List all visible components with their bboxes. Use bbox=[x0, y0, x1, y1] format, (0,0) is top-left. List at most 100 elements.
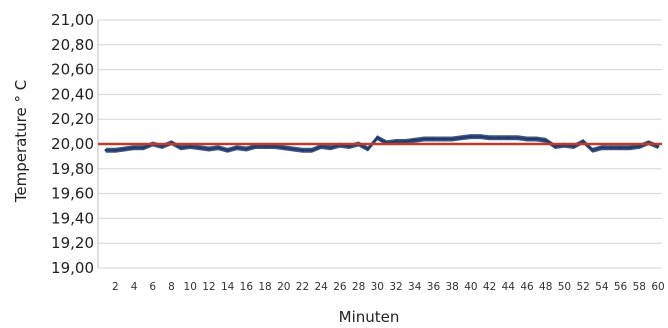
x-tick-label: 36 bbox=[427, 281, 441, 293]
x-tick-label: 2 bbox=[112, 281, 119, 293]
data-point bbox=[497, 136, 501, 140]
x-tick-label: 10 bbox=[184, 281, 197, 293]
data-point bbox=[591, 148, 594, 152]
data-point bbox=[394, 140, 398, 143]
data-point bbox=[572, 145, 576, 148]
x-tick-label: 6 bbox=[149, 281, 156, 293]
x-tick-label: 30 bbox=[371, 281, 384, 293]
data-point bbox=[553, 145, 557, 148]
x-tick-label: 22 bbox=[296, 281, 309, 293]
data-point bbox=[104, 148, 108, 152]
data-point bbox=[422, 137, 426, 141]
data-point bbox=[506, 136, 510, 140]
data-point bbox=[460, 136, 463, 140]
y-tick-label: 19,20 bbox=[51, 234, 94, 252]
data-point bbox=[244, 147, 248, 151]
data-point bbox=[619, 146, 622, 150]
data-point bbox=[347, 145, 351, 148]
data-point bbox=[525, 137, 529, 141]
data-point bbox=[581, 140, 585, 143]
x-tick-label: 20 bbox=[277, 281, 290, 293]
data-point bbox=[404, 140, 407, 143]
data-point bbox=[207, 147, 211, 151]
data-point bbox=[160, 145, 164, 148]
data-point bbox=[188, 145, 192, 148]
x-tick-label: 50 bbox=[558, 281, 571, 293]
data-point bbox=[282, 146, 286, 150]
data-point bbox=[319, 145, 323, 148]
x-tick-label: 32 bbox=[389, 281, 402, 293]
x-tick-label: 60 bbox=[651, 281, 664, 293]
x-tick-label: 4 bbox=[131, 281, 138, 293]
data-point bbox=[329, 146, 332, 150]
data-point bbox=[291, 147, 295, 151]
y-tick-labels: 21,00 20,80 20,60 20,40 20,20 20,00 19,80 19,60… bbox=[51, 11, 94, 277]
x-tick-label: 54 bbox=[595, 281, 609, 293]
x-tick-label: 48 bbox=[539, 281, 552, 293]
x-tick-label: 42 bbox=[483, 281, 496, 293]
series-layer bbox=[104, 134, 660, 153]
data-point bbox=[535, 137, 538, 141]
data-point bbox=[628, 146, 632, 150]
data-point bbox=[226, 148, 230, 152]
y-tick-label: 20,20 bbox=[51, 110, 94, 128]
data-point bbox=[413, 138, 417, 142]
x-tick-label: 44 bbox=[502, 281, 516, 293]
data-point bbox=[216, 146, 220, 150]
x-tick-label: 52 bbox=[576, 281, 589, 293]
series-line bbox=[106, 135, 659, 152]
data-point bbox=[366, 147, 370, 151]
data-point bbox=[637, 145, 641, 148]
data-point bbox=[478, 135, 482, 139]
x-tick-label: 56 bbox=[614, 281, 628, 293]
x-tick-label: 16 bbox=[240, 281, 254, 293]
data-point bbox=[301, 148, 304, 152]
data-point bbox=[179, 146, 183, 150]
x-axis-title: Minuten bbox=[339, 308, 400, 326]
data-point bbox=[263, 145, 267, 148]
data-point bbox=[600, 146, 604, 150]
x-tick-label: 18 bbox=[258, 281, 271, 293]
y-tick-label: 19,80 bbox=[51, 160, 94, 178]
data-point bbox=[114, 148, 117, 152]
data-point bbox=[441, 137, 445, 141]
y-tick-label: 19,00 bbox=[51, 259, 94, 277]
x-tick-label: 8 bbox=[168, 281, 175, 293]
data-point bbox=[142, 146, 145, 150]
data-point bbox=[375, 136, 379, 140]
x-tick-label: 34 bbox=[408, 281, 422, 293]
data-point bbox=[544, 138, 548, 142]
x-tick-label: 38 bbox=[445, 281, 458, 293]
data-point bbox=[123, 147, 127, 151]
x-tick-label: 14 bbox=[221, 281, 235, 293]
x-tick-label: 26 bbox=[333, 281, 347, 293]
y-tick-label: 19,40 bbox=[51, 209, 94, 227]
y-tick-label: 20,00 bbox=[51, 135, 94, 153]
x-tick-labels: 2 4 6 8 10 12 14 16 18 20 22 24 26 28 30 32 34 36 38 40 42 44… bbox=[112, 281, 665, 293]
x-tick-label: 12 bbox=[202, 281, 215, 293]
data-point bbox=[235, 146, 239, 150]
data-point bbox=[469, 135, 473, 139]
data-point bbox=[516, 136, 520, 140]
data-point bbox=[198, 146, 202, 150]
y-tick-label: 20,60 bbox=[51, 61, 94, 79]
x-tick-label: 58 bbox=[633, 281, 646, 293]
y-tick-label: 20,40 bbox=[51, 85, 94, 103]
data-point bbox=[273, 145, 276, 148]
data-point bbox=[254, 145, 258, 148]
y-tick-label: 21,00 bbox=[51, 11, 94, 29]
x-tick-label: 40 bbox=[464, 281, 477, 293]
x-tick-label: 28 bbox=[352, 281, 365, 293]
x-tick-label: 24 bbox=[314, 281, 328, 293]
y-tick-label: 20,80 bbox=[51, 36, 94, 54]
x-tick-label: 46 bbox=[520, 281, 534, 293]
data-point bbox=[609, 146, 613, 150]
y-tick-label: 19,60 bbox=[51, 185, 94, 203]
data-point bbox=[656, 145, 660, 148]
y-axis-title: Temperature ° C bbox=[12, 80, 30, 204]
data-point bbox=[450, 137, 454, 141]
data-point bbox=[310, 148, 314, 152]
data-point bbox=[432, 137, 435, 141]
